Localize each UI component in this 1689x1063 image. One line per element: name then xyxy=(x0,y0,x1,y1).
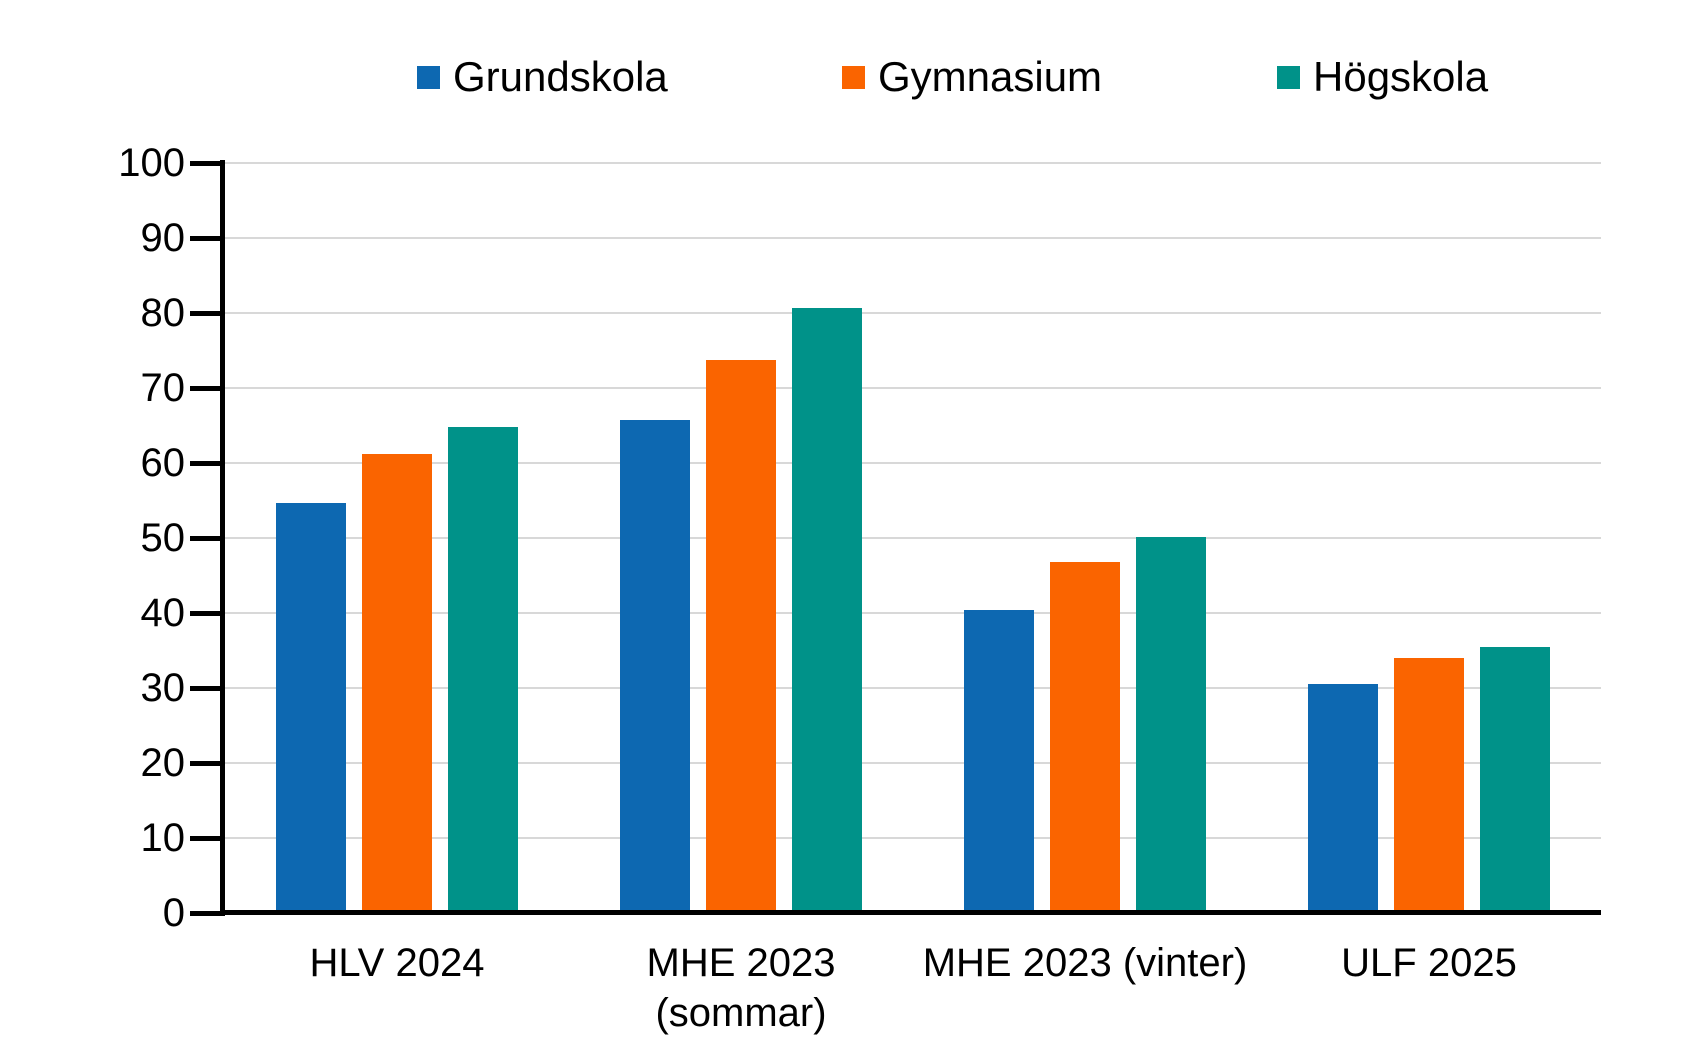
y-tick-label-30: 30 xyxy=(140,666,186,710)
legend-label-gymnasium: Gymnasium xyxy=(878,53,1103,100)
bar-högskola-hlv-2024 xyxy=(448,427,518,910)
y-tick-20 xyxy=(190,761,220,766)
legend-label-högskola: Högskola xyxy=(1313,53,1489,100)
y-tick-90 xyxy=(190,236,220,241)
y-tick-label-80: 80 xyxy=(140,291,186,335)
bar-högskola-mhe-2023-vinter-vinter xyxy=(1136,537,1206,910)
legend-item-gymnasium: Gymnasium xyxy=(842,55,1102,99)
gridline-y-10 xyxy=(225,837,1601,839)
bar-grundskola-hlv-2024 xyxy=(276,503,346,910)
gridline-y-60 xyxy=(225,462,1601,464)
x-category-label-ulf-2025: ULF 2025 xyxy=(1341,941,1517,985)
x-category-label-mhe-2023: MHE 2023 (sommar) xyxy=(646,941,836,1035)
gridline-y-50 xyxy=(225,537,1601,539)
y-tick-label-20: 20 xyxy=(140,741,186,785)
gridline-y-20 xyxy=(225,762,1601,764)
y-tick-label-10: 10 xyxy=(140,816,186,860)
bar-grundskola-mhe-2023-sommar xyxy=(620,420,690,910)
y-tick-label-90: 90 xyxy=(140,216,186,260)
bar-grundskola-ulf-2025 xyxy=(1308,684,1378,910)
y-tick-50 xyxy=(190,536,220,541)
y-tick-label-0: 0 xyxy=(162,891,185,935)
y-tick-label-60: 60 xyxy=(140,441,186,485)
y-tick-70 xyxy=(190,386,220,391)
bar-gymnasium-ulf-2025 xyxy=(1394,658,1464,910)
x-category-label-mhe-2023-vinter: MHE 2023 (vinter) xyxy=(922,941,1248,985)
y-tick-80 xyxy=(190,311,220,316)
legend-label-grundskola: Grundskola xyxy=(453,53,668,100)
bar-högskola-ulf-2025 xyxy=(1480,647,1550,910)
y-tick-60 xyxy=(190,461,220,466)
bar-gymnasium-mhe-2023-vinter-vinter xyxy=(1050,562,1120,910)
y-tick-30 xyxy=(190,686,220,691)
y-tick-label-50: 50 xyxy=(140,516,186,560)
x-axis-line xyxy=(220,910,1601,915)
gridline-y-100 xyxy=(225,162,1601,164)
y-tick-label-40: 40 xyxy=(140,591,186,635)
gridline-y-80 xyxy=(225,312,1601,314)
legend-item-grundskola: Grundskola xyxy=(417,55,668,99)
gridline-y-30 xyxy=(225,687,1601,689)
bar-högskola-mhe-2023-sommar xyxy=(792,308,862,910)
bar-gymnasium-hlv-2024 xyxy=(362,454,432,910)
legend-swatch-grundskola-icon xyxy=(417,65,440,89)
y-tick-100 xyxy=(190,161,220,166)
x-category-label-hlv-2024: HLV 2024 xyxy=(309,941,485,985)
legend-swatch-gymnasium-icon xyxy=(842,65,865,89)
legend-swatch-högskola-icon xyxy=(1277,65,1300,89)
bar-gymnasium-mhe-2023-sommar xyxy=(706,360,776,910)
y-tick-0 xyxy=(190,911,220,916)
bar-grundskola-mhe-2023-vinter-vinter xyxy=(964,610,1034,910)
y-axis-line xyxy=(220,160,225,916)
gridline-y-70 xyxy=(225,387,1601,389)
gridline-y-90 xyxy=(225,237,1601,239)
legend-item-högskola: Högskola xyxy=(1277,55,1488,99)
gridline-y-40 xyxy=(225,612,1601,614)
y-tick-10 xyxy=(190,836,220,841)
y-tick-label-100: 100 xyxy=(118,141,185,185)
y-tick-label-70: 70 xyxy=(140,366,186,410)
y-tick-40 xyxy=(190,611,220,616)
